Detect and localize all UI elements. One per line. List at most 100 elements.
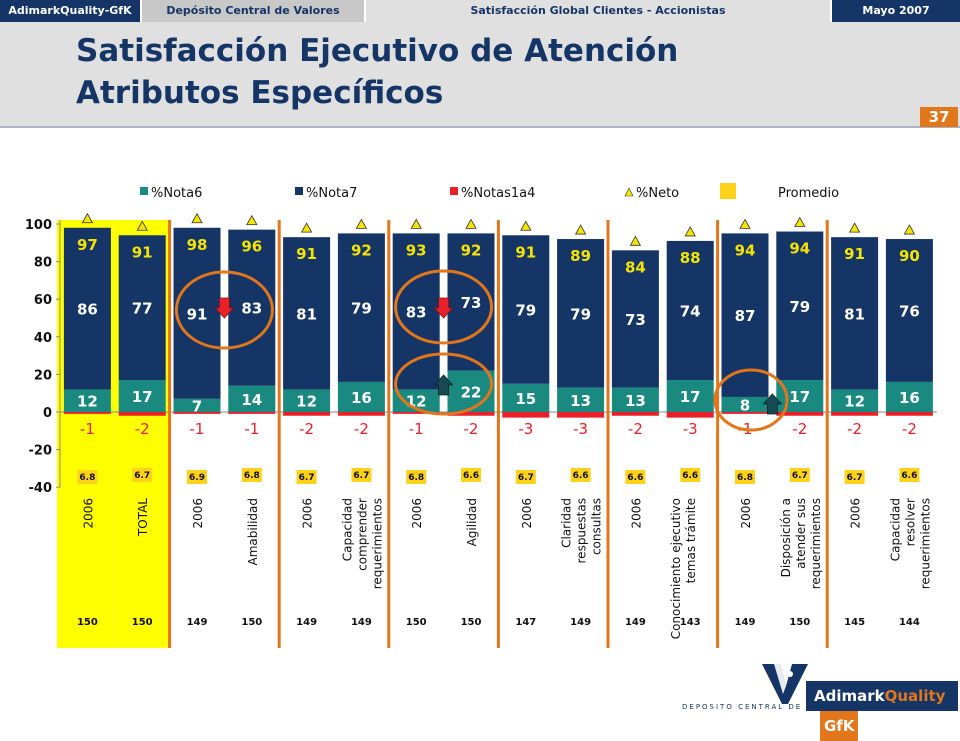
base-n-label: 149 [296,617,317,628]
x-tick-label: resolver [903,498,917,546]
legend-label: %Neto [636,186,679,201]
promedio-box [844,470,865,484]
x-tick-label: 2006 [410,498,424,529]
neto-marker [739,218,751,229]
label-nota6: 13 [625,392,646,410]
base-n-label: 145 [844,617,865,628]
label-neto: 91 [296,245,317,263]
adimark-logo-quality: Quality [884,687,946,705]
neto-marker [81,212,94,224]
label-promedio: 6.6 [463,471,479,481]
promedio-box [735,470,755,484]
x-tick-label: 2006 [301,498,315,529]
base-n-label: 150 [461,617,482,628]
x-tick-label: requerimientos [918,498,932,589]
neto-marker [465,218,477,229]
label-notas1a4: -3 [518,420,533,438]
promedio-box [187,470,207,484]
y-tick-label: -40 [29,481,53,496]
neto-marker [410,218,422,229]
label-nota6: 8 [740,396,750,414]
page-subtitle: Atributos Específicos [76,75,444,111]
label-nota7: 79 [570,305,591,323]
date-label: Mayo 2007 [832,0,960,22]
label-notas1a4: -1 [244,420,259,438]
y-tick-label: 20 [34,368,52,383]
x-tick-label: requerimientos [370,498,384,589]
x-tick-label: temas trámite [684,498,698,583]
x-tick-group: 2006 [81,498,95,529]
x-tick-label: Claridad [560,498,574,548]
highlight-circle [713,368,789,432]
x-tick-label: 2006 [191,498,205,529]
label-neto: 93 [406,241,427,259]
label-promedio: 6.7 [134,471,150,481]
base-n-label: 149 [187,617,208,628]
x-tick-label: respuestas [575,498,589,563]
base-n-label: 150 [241,617,262,628]
label-nota7: 76 [899,302,920,320]
bar-nota7 [831,237,879,390]
x-tick-group: Claridad respuestas consultas [560,498,604,563]
label-nota7: 74 [680,302,701,320]
bar-nota7 [776,231,824,381]
adimark-logo-word: Adimark [814,687,885,705]
x-tick-label: consultas [590,498,604,555]
label-promedio: 6.7 [792,471,808,481]
promedio-box [77,470,98,484]
x-tick-label: 2006 [81,498,95,529]
base-n-label: 149 [351,617,372,628]
bar-notas1a4 [228,412,276,414]
x-tick-group: Agilidad [465,498,479,546]
promedio-box [515,470,536,484]
bar-nota7 [63,227,111,390]
legend-swatch [295,187,303,195]
highlight-circle [394,352,494,416]
base-n-label: 149 [570,617,591,628]
neto-marker [629,235,642,246]
bar-nota7 [392,233,440,390]
label-nota7: 73 [625,311,646,329]
neto-marker [191,212,203,224]
bar-nota6 [447,370,495,412]
legend-label: %Nota7 [306,186,357,201]
page-title: Satisfacción Ejecutivo de Atención [76,33,679,69]
base-n-label: 144 [899,617,920,628]
bar-nota6 [885,381,933,412]
bar-nota7 [557,239,605,388]
header-band [0,22,960,126]
x-tick-group: 2006 [520,498,534,529]
bar-nota6 [63,389,111,412]
label-promedio: 6.9 [189,473,205,483]
label-nota6: 15 [515,390,536,408]
label-promedio: 6.7 [847,473,863,483]
label-notas1a4: -3 [683,420,698,438]
x-tick-group: 2006 [410,498,424,529]
legend-label: %Notas1a4 [461,186,535,201]
neto-marker [903,224,916,235]
label-nota7: 79 [789,298,810,316]
label-neto: 89 [570,247,591,265]
label-neto: 94 [735,241,756,259]
bar-nota6 [611,387,659,412]
x-tick-label: TOTAL [136,498,150,537]
bar-nota7 [447,233,495,371]
legend-label: %Nota6 [151,186,202,201]
bar-nota6 [666,380,714,412]
bar-notas1a4 [63,412,111,414]
promedio-box [625,470,646,484]
label-nota6: 7 [192,397,202,415]
label-nota7: 81 [844,305,865,323]
base-n-label: 150 [406,617,427,628]
promedio-box [296,470,317,484]
x-tick-group: 2006 [191,498,205,529]
base-n-label: 150 [132,617,153,628]
y-tick-label: 80 [34,256,52,271]
bar-nota6 [173,398,221,412]
bar-nota6 [721,396,769,412]
label-promedio: 6.8 [79,473,95,483]
base-n-label: 149 [625,617,646,628]
x-tick-label: Agilidad [465,498,479,546]
label-promedio: 6.8 [737,473,753,483]
bar-nota7 [283,237,331,390]
